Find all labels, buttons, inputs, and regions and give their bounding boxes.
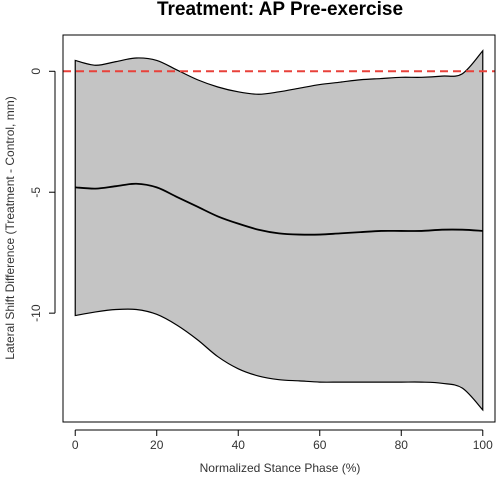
x-tick-label: 60 bbox=[313, 438, 327, 452]
y-axis: 0 -5 -10 bbox=[29, 68, 56, 322]
y-tick-label: -10 bbox=[29, 304, 43, 322]
x-tick-label: 40 bbox=[232, 438, 246, 452]
chart-title: Treatment: AP Pre-exercise bbox=[157, 0, 403, 20]
y-axis-label: Lateral Shift Difference (Treatment - Co… bbox=[3, 96, 17, 359]
x-axis: 0 20 40 60 80 100 bbox=[72, 429, 493, 452]
x-axis-label: Normalized Stance Phase (%) bbox=[200, 461, 361, 475]
x-tick-label: 0 bbox=[72, 438, 79, 452]
plot-frame bbox=[62, 34, 496, 423]
mean-line bbox=[75, 182, 483, 236]
x-tick-label: 20 bbox=[150, 438, 164, 452]
x-tick-label: 80 bbox=[395, 438, 409, 452]
confidence-band bbox=[74, 49, 484, 412]
y-tick-label: 0 bbox=[29, 68, 43, 75]
plot-area bbox=[63, 49, 495, 412]
x-tick-label: 100 bbox=[473, 438, 493, 452]
y-tick-label: -5 bbox=[29, 187, 43, 198]
